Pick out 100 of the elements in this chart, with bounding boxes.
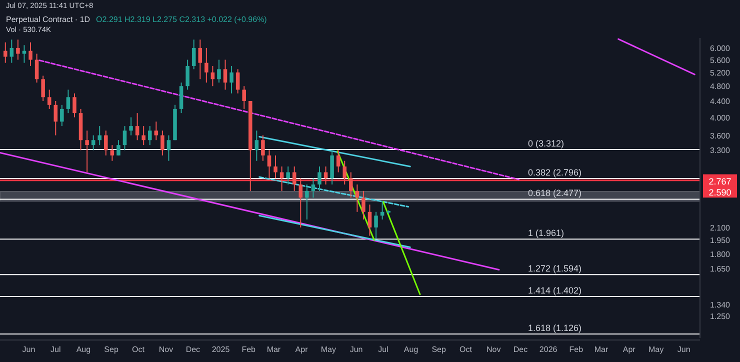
candlestick bbox=[368, 204, 372, 236]
candlestick bbox=[160, 130, 164, 156]
x-tick-label: Nov bbox=[486, 345, 501, 354]
x-tick-label: Sep bbox=[432, 345, 447, 354]
x-tick-label: Jun bbox=[677, 345, 690, 354]
candlestick bbox=[16, 39, 20, 60]
x-tick-label: May bbox=[320, 345, 336, 354]
x-tick-label: Oct bbox=[460, 345, 473, 354]
candlestick bbox=[342, 160, 346, 185]
candlestick bbox=[292, 166, 296, 192]
candlestick bbox=[349, 172, 353, 198]
candlestick bbox=[186, 59, 190, 90]
x-tick-label: Mar bbox=[594, 345, 609, 354]
y-tick-label: 1.250 bbox=[710, 312, 731, 322]
chart-title: Perpetual Contract · 1D bbox=[6, 15, 90, 24]
candlestick bbox=[261, 134, 265, 162]
candlestick bbox=[10, 39, 14, 64]
y-tick-label: 3.300 bbox=[710, 146, 731, 156]
x-tick-label: Feb bbox=[242, 345, 256, 354]
y-tick-label: 1.950 bbox=[710, 236, 731, 246]
y-tick-label: 5.600 bbox=[710, 56, 731, 65]
candlestick bbox=[91, 134, 96, 151]
candlestick bbox=[122, 126, 127, 151]
candlestick bbox=[148, 126, 152, 146]
x-tick-label: Nov bbox=[158, 345, 174, 354]
candlestick bbox=[204, 47, 208, 84]
candlestick bbox=[362, 190, 366, 220]
y-tick-label: 1.800 bbox=[710, 250, 731, 259]
y-tick-label: 3.600 bbox=[710, 131, 731, 140]
x-tick-label: Apr bbox=[622, 345, 636, 354]
candlestick bbox=[330, 150, 334, 185]
x-tick-label: Aug bbox=[404, 345, 418, 354]
y-tick-label: 4.000 bbox=[710, 113, 731, 122]
y-tick-label: 5.200 bbox=[710, 68, 731, 78]
candlestick bbox=[110, 144, 114, 162]
candlestick bbox=[98, 126, 102, 146]
candlestick bbox=[60, 104, 64, 127]
ref-line-label: 0.618 (2.477) bbox=[528, 188, 582, 198]
candlestick bbox=[192, 39, 196, 70]
candlestick bbox=[374, 211, 378, 239]
candlestick bbox=[230, 65, 234, 94]
candlestick bbox=[34, 53, 39, 84]
candlestick bbox=[179, 82, 184, 114]
candlestick bbox=[104, 130, 108, 156]
candlestick bbox=[47, 89, 52, 110]
candlestick bbox=[267, 150, 272, 179]
candlestick bbox=[41, 75, 45, 102]
x-tick-label: Jul bbox=[378, 345, 389, 354]
x-tick-label: Jun bbox=[22, 345, 36, 354]
candlestick bbox=[274, 154, 278, 179]
candlestick bbox=[116, 140, 120, 156]
x-tick-label: 2026 bbox=[539, 345, 558, 354]
candlestick bbox=[210, 65, 215, 87]
candlestick bbox=[355, 184, 360, 212]
candlestick bbox=[154, 121, 158, 141]
candlestick bbox=[22, 44, 26, 64]
candlestick bbox=[318, 166, 322, 192]
x-tick-label: Oct bbox=[132, 345, 146, 354]
y-tick-label: 4.400 bbox=[710, 96, 731, 106]
band-label: 2.590 bbox=[708, 188, 732, 198]
x-tick-label: May bbox=[648, 345, 664, 354]
x-tick-label: 2025 bbox=[212, 345, 230, 354]
ref-line-label: 0 (3.312) bbox=[528, 138, 564, 149]
candlestick bbox=[217, 59, 221, 84]
ref-line-label: 1 (1.961) bbox=[528, 228, 564, 238]
candlestick bbox=[166, 134, 171, 162]
y-tick-label: 2.100 bbox=[710, 223, 731, 232]
candlestick bbox=[4, 42, 8, 64]
candlestick bbox=[54, 100, 58, 136]
x-tick-label: Aug bbox=[76, 345, 91, 354]
candlestick bbox=[286, 166, 290, 185]
candlestick bbox=[254, 130, 259, 162]
candlestick bbox=[72, 92, 76, 118]
candlestick bbox=[298, 178, 303, 228]
ref-line-label: 1.618 (1.126) bbox=[528, 323, 582, 334]
candlestick bbox=[28, 42, 32, 66]
candlestick bbox=[305, 184, 309, 220]
candlestick bbox=[280, 166, 284, 192]
y-tick-label: 6.000 bbox=[710, 44, 731, 53]
ref-line-label: 1.414 (1.402) bbox=[528, 286, 582, 296]
chart-subtitle: O2.291 H2.319 L2.275 C2.313 +0.022 (+0.96%) bbox=[96, 15, 268, 24]
candlestick bbox=[336, 150, 340, 173]
x-tick-label: Dec bbox=[186, 345, 200, 354]
candlestick bbox=[66, 89, 70, 114]
candlestick bbox=[223, 59, 228, 90]
ref-line-label: 1.272 (1.594) bbox=[528, 264, 582, 274]
x-tick-label: Apr bbox=[295, 345, 308, 354]
candlestick bbox=[129, 116, 133, 136]
x-tick-label: Jun bbox=[350, 345, 363, 354]
x-tick-label: Feb bbox=[569, 345, 584, 354]
y-tick-label: 4.800 bbox=[710, 82, 731, 92]
candlestick bbox=[135, 112, 140, 141]
candlestick bbox=[236, 68, 240, 94]
candlestick bbox=[242, 86, 246, 110]
candlestick bbox=[324, 166, 328, 185]
x-tick-label: Mar bbox=[266, 345, 281, 354]
candlestick bbox=[311, 178, 316, 198]
candlestick bbox=[85, 130, 89, 173]
x-tick-label: Sep bbox=[104, 345, 119, 354]
ref-line-label: 0.382 (2.796) bbox=[528, 168, 582, 178]
